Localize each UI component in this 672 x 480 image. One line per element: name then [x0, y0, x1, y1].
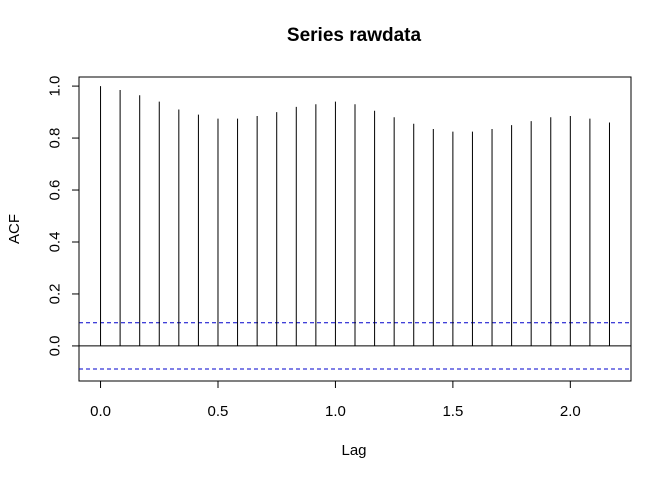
- y-axis-label: ACF: [6, 214, 23, 244]
- y-tick-label: 1.0: [47, 76, 64, 97]
- y-tick-label: 0.8: [47, 128, 64, 149]
- chart-marks: [79, 86, 631, 370]
- y-tick-label: 0.4: [47, 232, 64, 253]
- y-tick-label: 0.6: [47, 180, 64, 201]
- y-tick-label: 0.2: [47, 284, 64, 305]
- x-tick-label: 1.5: [442, 403, 463, 420]
- x-tick-label: 0.5: [208, 403, 229, 420]
- chart-title: Series rawdata: [287, 25, 422, 46]
- x-tick-label: 0.0: [90, 403, 111, 420]
- x-tick-label: 1.0: [325, 403, 346, 420]
- x-tick-label: 2.0: [560, 403, 581, 420]
- x-axis-label: Lag: [341, 442, 366, 459]
- x-axis: 0.0 0.5 1.0 1.5 2.0: [90, 380, 581, 420]
- y-tick-label: 0.0: [47, 335, 64, 356]
- y-axis: 0.0 0.2 0.4 0.6 0.8 1.0: [47, 76, 80, 356]
